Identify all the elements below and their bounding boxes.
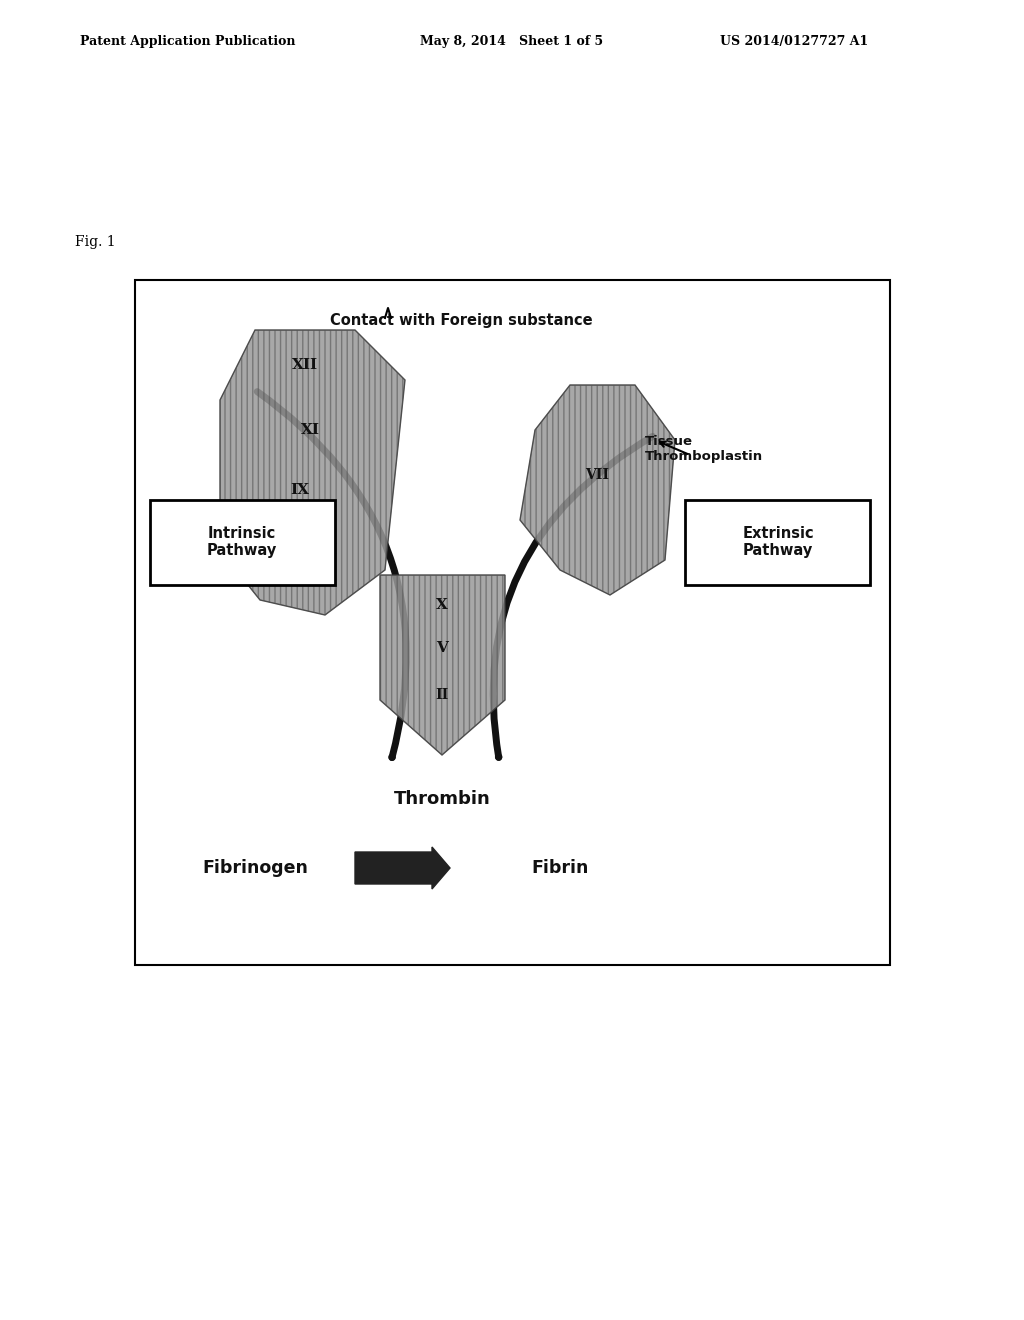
Text: Fig. 1: Fig. 1 xyxy=(75,235,116,249)
Polygon shape xyxy=(380,576,505,755)
Text: V: V xyxy=(436,642,447,655)
Bar xyxy=(135,280,890,965)
Text: XI: XI xyxy=(300,422,319,437)
Text: Contact with Foreign substance: Contact with Foreign substance xyxy=(330,313,593,327)
Text: May 8, 2014   Sheet 1 of 5: May 8, 2014 Sheet 1 of 5 xyxy=(420,36,603,48)
Text: Tissue
Thromboplastin: Tissue Thromboplastin xyxy=(645,436,763,463)
Bar xyxy=(150,500,335,585)
Text: Fibrinogen: Fibrinogen xyxy=(202,859,308,876)
Text: Intrinsic
Pathway: Intrinsic Pathway xyxy=(207,525,278,558)
FancyArrowPatch shape xyxy=(257,392,407,758)
Text: II: II xyxy=(435,688,449,702)
Text: VII: VII xyxy=(585,469,609,482)
Text: Fibrin: Fibrin xyxy=(531,859,589,876)
Text: Extrinsic
Pathway: Extrinsic Pathway xyxy=(742,525,814,558)
Text: US 2014/0127727 A1: US 2014/0127727 A1 xyxy=(720,36,868,48)
Text: VII: VII xyxy=(313,543,337,557)
Text: Thrombin: Thrombin xyxy=(393,789,490,808)
FancyArrowPatch shape xyxy=(494,437,652,758)
Polygon shape xyxy=(220,330,406,615)
FancyArrow shape xyxy=(355,847,450,888)
Bar xyxy=(685,500,870,585)
Text: X: X xyxy=(436,598,447,612)
Text: XII: XII xyxy=(292,358,318,372)
Text: IX: IX xyxy=(291,483,309,498)
Polygon shape xyxy=(520,385,675,595)
Text: Patent Application Publication: Patent Application Publication xyxy=(80,36,296,48)
